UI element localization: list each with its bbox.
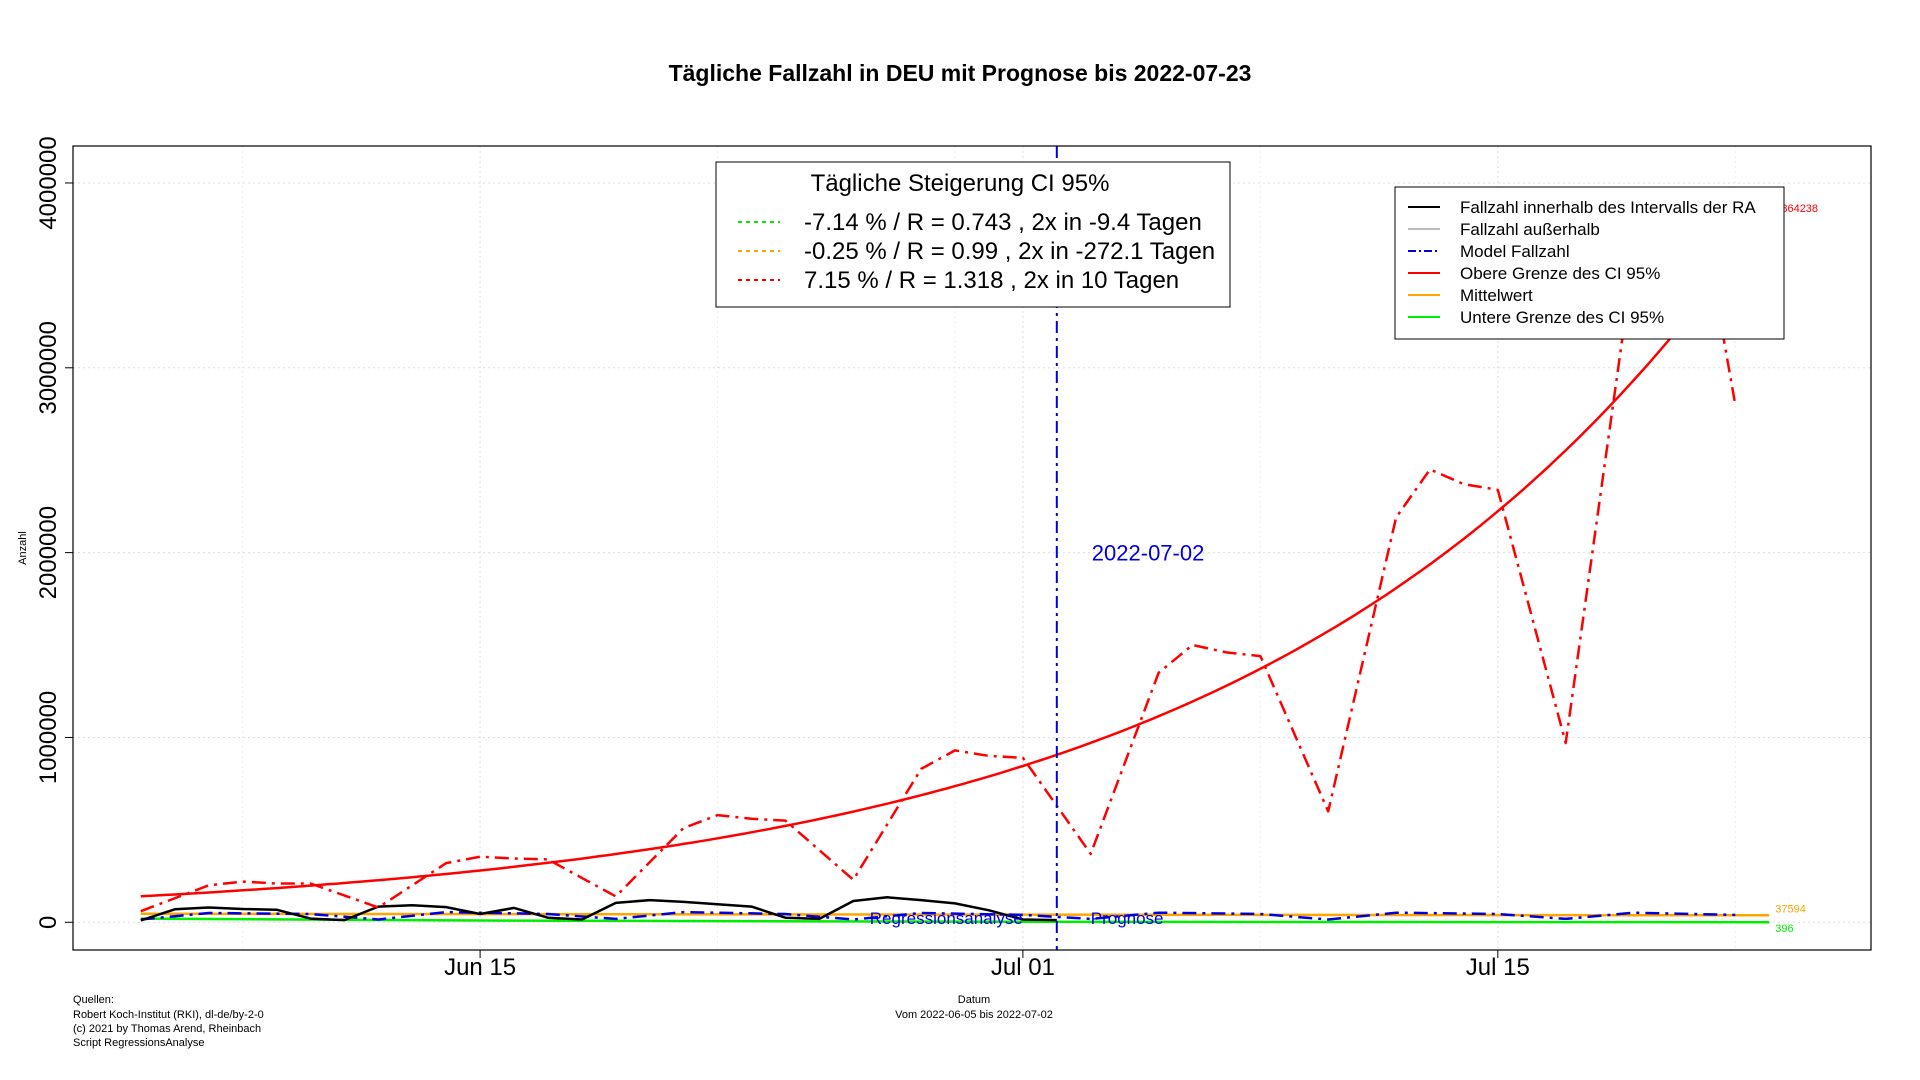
legend-label: Fallzahl innerhalb des Intervalls der RA xyxy=(1460,198,1756,217)
legend-label: Obere Grenze des CI 95% xyxy=(1460,264,1660,283)
legend-frame xyxy=(1394,186,1785,340)
y-axis-label: Anzahl xyxy=(17,531,29,565)
series-group xyxy=(140,190,1771,924)
ci-text-mean: -0.25 % / R = 0.99 , 2x in -272.1 Tagen xyxy=(804,238,1215,265)
ci-box-title: Tägliche Steigerung CI 95% xyxy=(811,170,1110,197)
footnote-line: Quellen: xyxy=(73,994,114,1006)
y-tick-label: 4000000 xyxy=(35,136,62,229)
x-tick-label: Jul 15 xyxy=(1466,954,1530,981)
end-value-label: 37594 xyxy=(1775,903,1806,915)
ci-text-lower: -7.14 % / R = 0.743 , 2x in -9.4 Tagen xyxy=(804,209,1202,236)
legend-label: Untere Grenze des CI 95% xyxy=(1460,308,1664,327)
plot-frame xyxy=(72,145,1872,951)
y-tick-label: 3000000 xyxy=(35,321,62,414)
region-label: Regressionsanalyse xyxy=(870,909,1023,928)
end-value-label: 396 xyxy=(1775,923,1793,935)
footnote-line: Script RegressionsAnalyse xyxy=(73,1037,204,1049)
ci-text-upper: 7.15 % / R = 1.318 , 2x in 10 Tagen xyxy=(804,267,1179,294)
legend-label: Model Fallzahl xyxy=(1460,242,1570,261)
end-value-label: 3864238 xyxy=(1775,203,1818,215)
y-axis: 0 1000000 2000000 3000000 4000000 xyxy=(35,136,73,929)
footnote-line: (c) 2021 by Thomas Arend, Rheinbach xyxy=(73,1023,261,1035)
series-line xyxy=(140,207,1771,898)
legend-label: Mittelwert xyxy=(1460,286,1533,305)
series-line xyxy=(140,910,1736,921)
footnotes: Quellen: Robert Koch-Institut (RKI), dl-… xyxy=(73,994,264,1049)
x-axis-label: Datum xyxy=(958,994,990,1006)
x-axis-sublabel: Vom 2022-06-05 bis 2022-07-02 xyxy=(895,1009,1053,1021)
ci-box: Tägliche Steigerung CI 95% -7.14 % / R =… xyxy=(715,161,1231,308)
y-tick-label: 1000000 xyxy=(35,691,62,784)
legend-label: Fallzahl außerhalb xyxy=(1460,220,1600,239)
legend: Fallzahl innerhalb des Intervalls der RA… xyxy=(1394,186,1785,340)
y-tick-label: 0 xyxy=(35,916,62,929)
end-labels: 3864238 37594 396 xyxy=(1775,203,1818,935)
region-label: Prognose xyxy=(1091,909,1164,928)
x-tick-label: Jun 15 xyxy=(444,954,516,981)
footnote-line: Robert Koch-Institut (RKI), dl-de/by-2-0 xyxy=(73,1009,264,1021)
chart-title: Tägliche Fallzahl in DEU mit Prognose bi… xyxy=(669,60,1252,86)
ci-box-frame xyxy=(715,161,1231,308)
y-tick-label: 2000000 xyxy=(35,506,62,599)
series-line xyxy=(140,917,1770,924)
divider-date-label: 2022-07-02 xyxy=(1092,541,1205,566)
x-axis: Jun 15 Jul 01 Jul 15 xyxy=(444,950,1530,981)
series-line xyxy=(140,190,1737,913)
x-tick-label: Jul 01 xyxy=(991,954,1055,981)
divider-group: 2022-07-02 Regressionsanalyse Prognose xyxy=(870,146,1205,950)
series-line xyxy=(140,896,1057,922)
